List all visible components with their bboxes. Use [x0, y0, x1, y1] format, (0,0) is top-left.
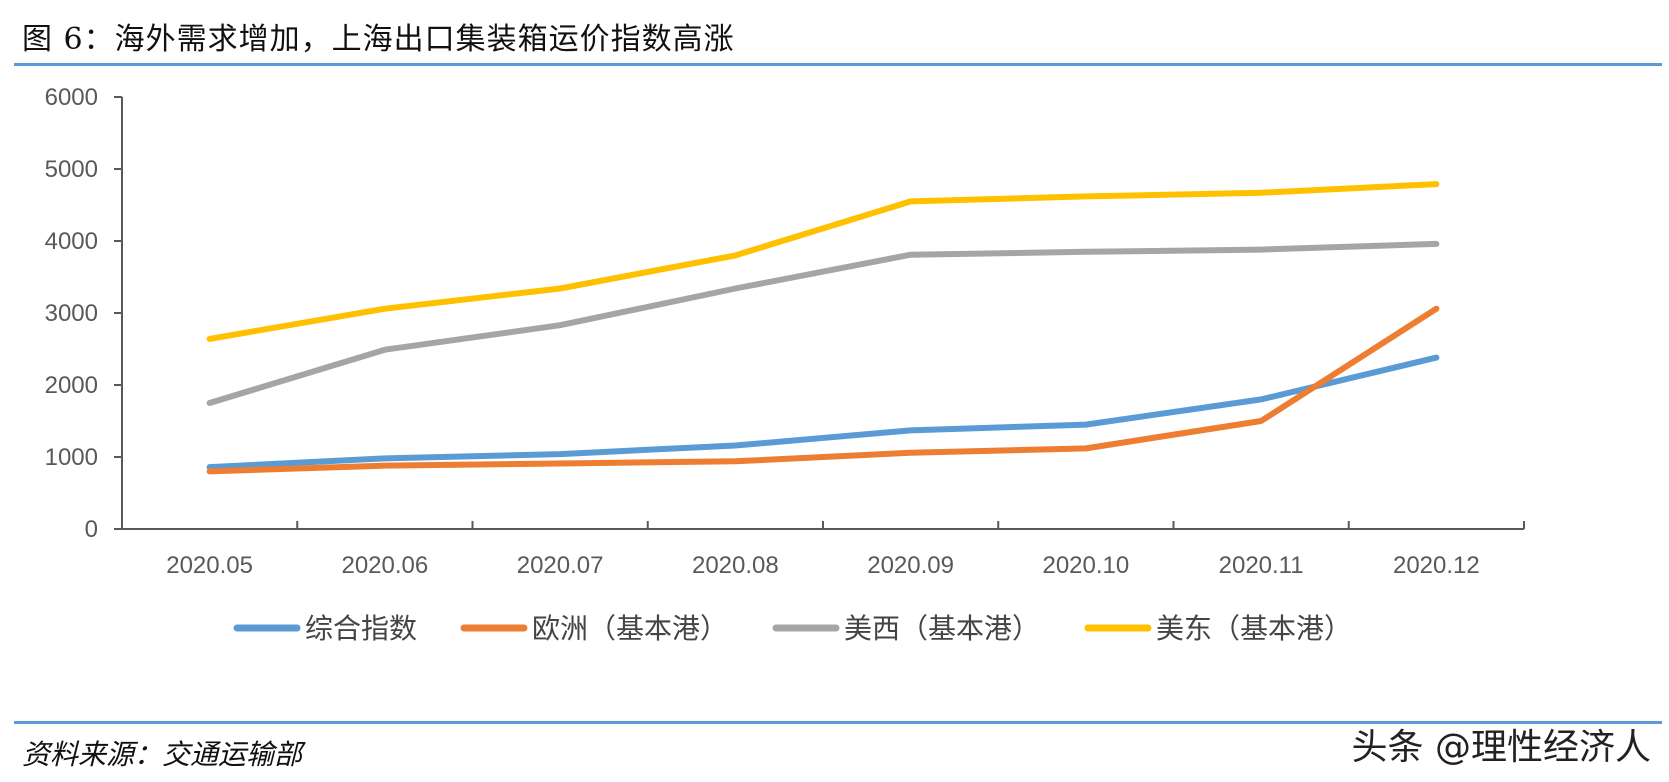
y-tick-label: 3000: [45, 300, 98, 327]
bottom-rule: [14, 721, 1662, 724]
watermark: 头条 @理性经济人: [1351, 727, 1651, 768]
x-tick-label: 2020.09: [867, 552, 954, 579]
source-note: 资料来源：交通运输部: [22, 738, 303, 771]
series-line-3: [206, 181, 1440, 342]
y-tick-label: 6000: [45, 84, 98, 111]
y-tick-label: 0: [85, 516, 98, 543]
y-tick-label: 4000: [45, 228, 98, 255]
series-line-1: [206, 305, 1440, 475]
line-chart: 0 1000 2000 3000 4000 5000 6000 2020.05 2020.06 2…: [45, 84, 1525, 645]
legend-label-1: 欧洲（基本港）: [532, 612, 728, 645]
x-tick-label: 2020.10: [1042, 552, 1129, 579]
figure-title: 图 6：海外需求增加，上海出口集装箱运价指数高涨: [22, 22, 735, 57]
x-tick-label: 2020.06: [341, 552, 428, 579]
legend-label-0: 综合指数: [305, 612, 417, 645]
x-tick-label: 2020.11: [1219, 552, 1304, 579]
legend-label-3: 美东（基本港）: [1156, 612, 1352, 645]
x-tick-label: 2020.12: [1393, 552, 1480, 579]
x-tick-label: 2020.07: [517, 552, 604, 579]
series-line-2: [206, 240, 1440, 406]
x-tick-label: 2020.08: [692, 552, 779, 579]
y-tick-label: 5000: [45, 156, 98, 183]
series-line-0: [206, 354, 1440, 471]
top-rule: [14, 63, 1662, 66]
y-tick-label: 1000: [45, 444, 98, 471]
legend-label-2: 美西（基本港）: [844, 612, 1040, 645]
y-tick-label: 2000: [45, 372, 98, 399]
x-tick-label: 2020.05: [166, 552, 253, 579]
